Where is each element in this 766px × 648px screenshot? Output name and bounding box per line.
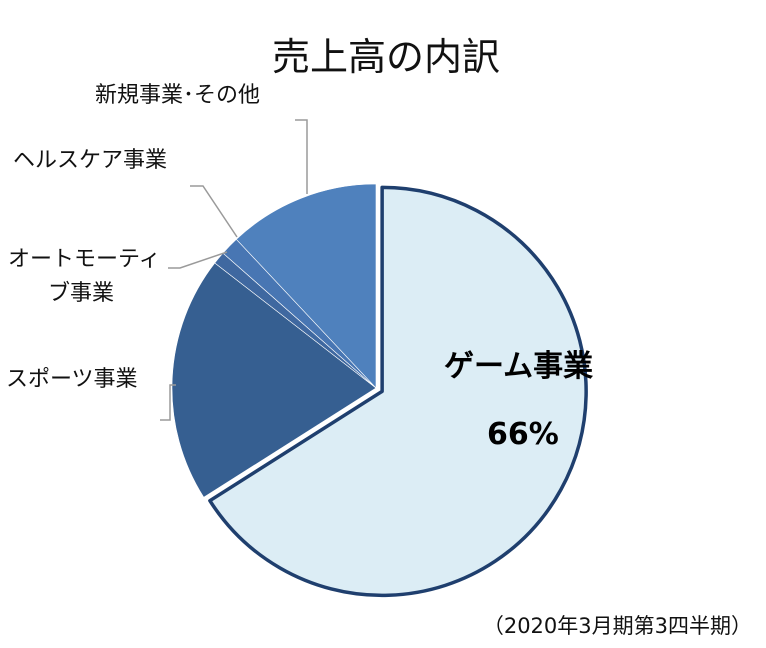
chart-title: 売上高の内訳 [272, 35, 500, 79]
leader-line-automotive [168, 251, 228, 269]
pie-slices [171, 183, 588, 598]
leader-line-shinki [295, 119, 308, 194]
label-automotive-line2: ブ事業 [48, 281, 114, 306]
label-healthcare: ヘルスケア事業 [13, 148, 167, 173]
label-shinki: 新規事業･その他 [95, 83, 260, 108]
period-note: （2020年3月期第3四半期） [483, 614, 752, 638]
leader-line-healthcare [190, 185, 238, 238]
label-game: ゲーム事業 [444, 349, 593, 384]
pie-slice-game [208, 185, 588, 598]
pie-slice-shinki [236, 183, 377, 389]
label-sports: スポーツ事業 [6, 367, 138, 392]
value-label-game: 66% [487, 417, 559, 452]
leader-line-sports [160, 384, 176, 421]
pie-slice-sports [171, 262, 377, 498]
label-automotive-line1: オートモーティ [8, 247, 161, 272]
